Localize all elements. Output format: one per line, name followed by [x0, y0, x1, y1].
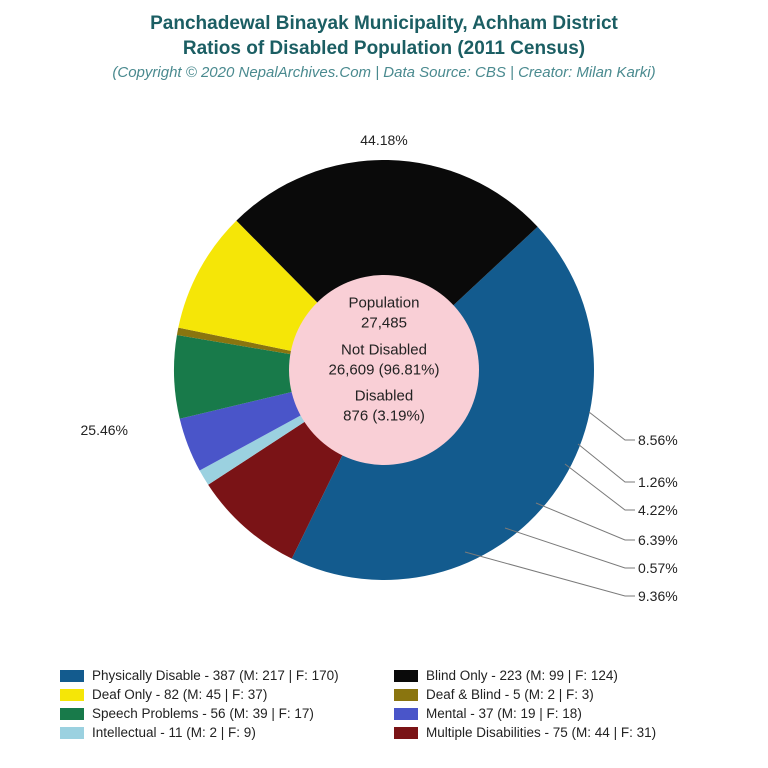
title-line-2: Ratios of Disabled Population (2011 Cens… [0, 37, 768, 62]
center-notdisabled-label: Not Disabled [329, 340, 440, 360]
center-pop-label: Population [329, 293, 440, 313]
center-pop-value: 27,485 [329, 314, 440, 334]
pct-label-deaf_only: 9.36% [638, 588, 678, 604]
legend-label: Intellectual - 11 (M: 2 | F: 9) [92, 725, 256, 740]
legend-swatch [60, 708, 84, 720]
legend-swatch [60, 727, 84, 739]
legend-item-deaf_only: Deaf Only - 82 (M: 45 | F: 37) [60, 687, 374, 702]
center-notdisabled-value: 26,609 (96.81%) [329, 360, 440, 380]
legend-item-speech: Speech Problems - 56 (M: 39 | F: 17) [60, 706, 374, 721]
pct-label-intellectual: 1.26% [638, 474, 678, 490]
title-line-1: Panchadewal Binayak Municipality, Achham… [0, 12, 768, 37]
pct-label-multiple: 8.56% [638, 432, 678, 448]
legend-label: Physically Disable - 387 (M: 217 | F: 17… [92, 668, 339, 683]
legend-item-deaf_blind: Deaf & Blind - 5 (M: 2 | F: 3) [394, 687, 708, 702]
pct-label-mental: 4.22% [638, 502, 678, 518]
legend-swatch [394, 670, 418, 682]
legend: Physically Disable - 387 (M: 217 | F: 17… [60, 668, 708, 740]
legend-item-mental: Mental - 37 (M: 19 | F: 18) [394, 706, 708, 721]
leader-line [465, 552, 635, 596]
donut-chart: Population 27,485 Not Disabled 26,609 (9… [0, 90, 768, 630]
legend-label: Deaf Only - 82 (M: 45 | F: 37) [92, 687, 267, 702]
title-block: Panchadewal Binayak Municipality, Achham… [0, 0, 768, 81]
legend-swatch [394, 689, 418, 701]
center-disabled-label: Disabled [329, 386, 440, 406]
legend-label: Multiple Disabilities - 75 (M: 44 | F: 3… [426, 725, 656, 740]
subtitle: (Copyright © 2020 NepalArchives.Com | Da… [0, 64, 768, 81]
legend-item-physically_disable: Physically Disable - 387 (M: 217 | F: 17… [60, 668, 374, 683]
leader-line [578, 444, 635, 482]
legend-item-multiple: Multiple Disabilities - 75 (M: 44 | F: 3… [394, 725, 708, 740]
legend-swatch [60, 670, 84, 682]
legend-label: Deaf & Blind - 5 (M: 2 | F: 3) [426, 687, 594, 702]
legend-swatch [394, 727, 418, 739]
legend-label: Speech Problems - 56 (M: 39 | F: 17) [92, 706, 314, 721]
leader-line [505, 528, 635, 568]
pct-label-blind_only: 25.46% [81, 422, 128, 438]
legend-item-intellectual: Intellectual - 11 (M: 2 | F: 9) [60, 725, 374, 740]
legend-label: Mental - 37 (M: 19 | F: 18) [426, 706, 582, 721]
pct-label-deaf_blind: 0.57% [638, 560, 678, 576]
legend-label: Blind Only - 223 (M: 99 | F: 124) [426, 668, 618, 683]
legend-swatch [394, 708, 418, 720]
leader-line [589, 412, 635, 440]
pct-label-physically_disable: 44.18% [360, 132, 407, 148]
center-disabled-value: 876 (3.19%) [329, 407, 440, 427]
legend-swatch [60, 689, 84, 701]
legend-item-blind_only: Blind Only - 223 (M: 99 | F: 124) [394, 668, 708, 683]
pct-label-speech: 6.39% [638, 532, 678, 548]
leader-line [565, 464, 635, 510]
leader-line [536, 503, 635, 540]
center-summary: Population 27,485 Not Disabled 26,609 (9… [329, 287, 440, 433]
